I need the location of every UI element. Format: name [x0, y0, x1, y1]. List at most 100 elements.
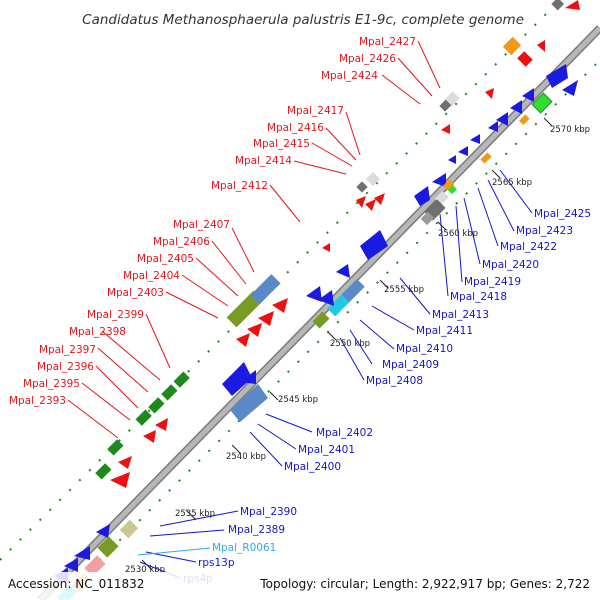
gene-label[interactable]: Mpal_R0061	[212, 542, 276, 554]
gene-label[interactable]: Mpal_2399	[87, 309, 144, 321]
gene-glyph	[96, 524, 110, 538]
gene-glyph	[118, 456, 132, 469]
gene-glyph	[496, 112, 508, 126]
kbp-labels: 2530 kbp 2535 kbp 2540 kbp 2545 kbp 2550…	[125, 125, 590, 575]
gene-glyph	[250, 274, 281, 305]
gene-label[interactable]: Mpal_2389	[228, 524, 285, 536]
gene-label[interactable]: Mpal_2413	[432, 309, 489, 321]
gene-glyph	[110, 472, 130, 488]
gene-label[interactable]: Mpal_2425	[534, 208, 591, 220]
gene-label[interactable]: Mpal_2401	[298, 444, 355, 456]
gene-label[interactable]: Mpal_2419	[464, 276, 521, 288]
gene-glyph	[488, 121, 498, 132]
gene-glyph	[64, 558, 78, 572]
gene-glyph	[247, 323, 262, 337]
gene-glyph	[95, 463, 112, 480]
gene-glyph	[470, 134, 480, 144]
gene-glyph	[546, 64, 568, 88]
gene-label[interactable]: Mpal_2410	[396, 343, 453, 355]
gene-glyph	[414, 186, 430, 206]
gene-label[interactable]: Mpal_2396	[37, 361, 94, 373]
kbp-label: 2535 kbp	[175, 509, 215, 519]
gene-label[interactable]: Mpal_2393	[9, 395, 66, 407]
gene-label[interactable]: Mpal_2414	[235, 155, 292, 167]
gene-glyph	[441, 124, 450, 134]
gene-label[interactable]: Mpal_2415	[253, 138, 310, 150]
kbp-label: 2540 kbp	[226, 452, 266, 462]
gene-label[interactable]: Mpal_2418	[450, 291, 507, 303]
gene-glyph	[374, 193, 385, 205]
gene-label[interactable]: Mpal_2426	[339, 53, 396, 65]
gene-label[interactable]: Mpal_2417	[287, 105, 344, 117]
gene-glyph	[420, 211, 435, 226]
gene-glyph	[236, 333, 250, 347]
lower-strand-features	[54, 64, 578, 600]
upper-strand-features	[95, 0, 580, 488]
gene-glyph	[439, 99, 452, 112]
gene-label[interactable]: rps13p	[198, 557, 235, 569]
gene-label[interactable]: Mpal_2422	[500, 241, 557, 253]
gene-label[interactable]: Mpal_2400	[284, 461, 341, 473]
gene-label[interactable]: Mpal_2398	[69, 326, 126, 338]
gene-glyph	[143, 430, 156, 443]
gene-glyph	[502, 36, 522, 56]
gene-glyph	[226, 290, 264, 328]
kbp-label: 2530 kbp	[125, 565, 165, 575]
gene-label[interactable]: Mpal_2420	[482, 259, 539, 271]
kbp-label: 2565 kbp	[492, 178, 532, 188]
gene-glyph	[135, 409, 152, 426]
gene-glyph	[365, 199, 376, 211]
gene-glyph	[360, 230, 388, 260]
gene-glyph	[222, 362, 252, 396]
gene-glyph	[155, 418, 168, 431]
upper-gene-labels: Mpal_2393 Mpal_2395 Mpal_2396 Mpal_2397 …	[9, 36, 416, 407]
gene-label[interactable]: Mpal_2397	[39, 344, 96, 356]
gene-label[interactable]: Mpal_2405	[137, 253, 194, 265]
kbp-label: 2550 kbp	[330, 339, 370, 349]
gene-glyph	[432, 173, 446, 187]
gene-label[interactable]: Mpal_2403	[107, 287, 164, 299]
gene-glyph	[480, 152, 492, 164]
gene-glyph	[443, 179, 455, 191]
gene-glyph	[551, 0, 565, 11]
gene-glyph	[119, 519, 139, 539]
gene-label[interactable]: Mpal_2409	[382, 359, 439, 371]
gene-label[interactable]: Mpal_2408	[366, 375, 423, 387]
rna-leader-line	[137, 547, 211, 556]
gene-glyph	[522, 88, 534, 102]
gene-label[interactable]: Mpal_2411	[416, 325, 473, 337]
gene-glyph	[356, 196, 366, 208]
gene-glyph	[318, 290, 334, 306]
genome-summary-text: Topology: circular; Length: 2,922,917 bp…	[259, 577, 590, 591]
gene-glyph	[339, 278, 365, 304]
gene-label[interactable]: Mpal_2412	[211, 180, 268, 192]
kbp-ticks	[141, 117, 553, 571]
footer-background	[0, 572, 600, 600]
gene-label[interactable]: Mpal_2424	[321, 70, 378, 82]
gene-label[interactable]: Mpal_2416	[267, 122, 324, 134]
accession-text: Accession: NC_011832	[8, 577, 144, 591]
gene-label[interactable]: Mpal_2427	[359, 36, 416, 48]
gene-label[interactable]: Mpal_2390	[240, 506, 297, 518]
gene-label[interactable]: Mpal_2402	[316, 427, 373, 439]
gene-label[interactable]: Mpal_2407	[173, 219, 230, 231]
gene-glyph	[173, 371, 190, 388]
lower-leader-lines	[139, 169, 533, 579]
gene-label[interactable]: Mpal_2406	[153, 236, 210, 248]
gene-glyph	[84, 555, 106, 577]
gene-glyph	[306, 286, 322, 302]
gene-label[interactable]: Mpal_2395	[23, 378, 80, 390]
gene-glyph	[107, 439, 124, 456]
gene-glyph	[240, 370, 256, 384]
gene-glyph	[230, 384, 268, 422]
gene-glyph	[365, 171, 381, 187]
gene-glyph	[565, 0, 580, 10]
gene-glyph	[458, 146, 468, 156]
gene-glyph	[312, 311, 330, 329]
gene-label[interactable]: Mpal_2404	[123, 270, 180, 282]
gene-label[interactable]: Mpal_2423	[516, 225, 573, 237]
gene-glyph	[97, 536, 119, 558]
